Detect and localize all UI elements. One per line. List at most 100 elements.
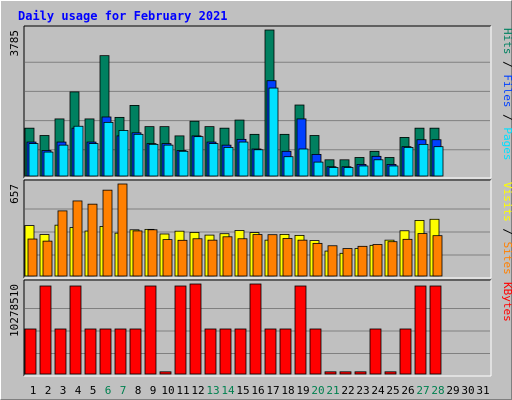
bar-kbytes-day-16 [249, 283, 262, 375]
bar-kbytes-day-21 [324, 371, 337, 375]
bar-kbytes-day-3 [54, 328, 67, 375]
bar-pages-day-3 [58, 144, 69, 177]
x-label-day-17: 17 [266, 384, 279, 397]
legend-item: / [501, 108, 512, 128]
bar-kbytes-day-13 [204, 328, 217, 375]
x-label-day-25: 25 [386, 384, 399, 397]
bar-kbytes-day-23 [354, 371, 367, 375]
bar-pages-day-11 [178, 150, 189, 177]
x-label-day-10: 10 [161, 384, 174, 397]
bar-pages-day-1 [28, 143, 39, 177]
bar-sites-day-2 [42, 240, 53, 277]
x-label-day-18: 18 [281, 384, 294, 397]
bar-pages-day-18 [283, 156, 294, 177]
chart-title: Daily usage for February 2021 [18, 9, 228, 23]
bar-pages-day-10 [163, 144, 174, 177]
bar-kbytes-day-24 [369, 328, 382, 375]
bar-kbytes-day-10 [159, 371, 172, 375]
bar-pages-day-2 [43, 151, 54, 177]
bar-pages-day-19 [298, 148, 309, 177]
x-label-day-7: 7 [120, 384, 127, 397]
x-label-day-2: 2 [45, 384, 52, 397]
axis-max-label-hits: 3785 [8, 30, 21, 57]
bar-pages-day-23 [358, 165, 369, 177]
bar-kbytes-day-11 [174, 285, 187, 375]
x-label-day-27: 27 [416, 384, 429, 397]
bar-sites-day-12 [192, 238, 203, 277]
bar-pages-day-22 [343, 167, 354, 177]
x-label-day-5: 5 [90, 384, 97, 397]
bar-sites-day-16 [252, 234, 263, 277]
bar-sites-day-6 [102, 189, 113, 277]
bar-pages-day-8 [133, 133, 144, 177]
bar-pages-day-15 [238, 141, 249, 177]
x-label-day-20: 20 [311, 384, 324, 397]
bar-pages-day-25 [388, 165, 399, 177]
bar-pages-day-4 [73, 125, 84, 177]
bar-pages-day-28 [433, 146, 444, 177]
bar-pages-day-17 [268, 87, 279, 177]
bar-kbytes-day-12 [189, 283, 202, 375]
x-label-day-24: 24 [371, 384, 385, 397]
legend-item: Visits [501, 182, 512, 222]
bar-pages-day-7 [118, 130, 129, 177]
bar-sites-day-23 [357, 245, 368, 277]
bar-kbytes-day-1 [24, 328, 37, 375]
x-label-day-19: 19 [296, 384, 309, 397]
legend-hits: Hits / Files / Pages [501, 28, 512, 161]
axis-max-label-visits: 657 [8, 184, 21, 204]
bar-sites-day-10 [162, 239, 173, 277]
bar-sites-day-27 [417, 233, 428, 277]
bar-sites-day-17 [267, 234, 278, 277]
bar-pages-day-24 [373, 159, 384, 177]
bar-kbytes-day-4 [69, 285, 82, 375]
x-label-day-13: 13 [206, 384, 219, 397]
x-label-day-12: 12 [191, 384, 204, 397]
bar-sites-day-1 [27, 238, 38, 277]
x-label-day-16: 16 [251, 384, 264, 397]
x-label-day-6: 6 [105, 384, 112, 397]
bar-pages-day-9 [148, 143, 159, 177]
x-label-day-31: 31 [476, 384, 489, 397]
x-label-day-28: 28 [431, 384, 444, 397]
bar-sites-day-19 [297, 239, 308, 277]
bar-kbytes-day-5 [84, 328, 97, 375]
bar-sites-day-9 [147, 229, 158, 277]
bar-kbytes-day-7 [114, 328, 127, 375]
bar-sites-day-14 [222, 236, 233, 277]
legend-item: Hits [501, 28, 512, 55]
bar-kbytes-day-17 [264, 328, 277, 375]
x-label-day-22: 22 [341, 384, 354, 397]
bar-kbytes-day-26 [399, 328, 412, 375]
x-label-day-8: 8 [135, 384, 142, 397]
x-label-day-4: 4 [75, 384, 82, 397]
panel-visits: 657 Visits / Sites [8, 179, 512, 279]
legend-kbytes: KBytes [501, 282, 512, 322]
bar-kbytes-day-19 [294, 285, 307, 375]
bar-sites-day-7 [117, 183, 128, 277]
bar-kbytes-day-14 [219, 328, 232, 375]
bar-pages-day-26 [403, 147, 414, 177]
legend-item: Sites [501, 242, 512, 275]
bar-sites-day-21 [327, 245, 338, 277]
legend-item: Files [501, 74, 512, 107]
bar-sites-day-5 [87, 203, 98, 277]
bar-kbytes-day-8 [129, 328, 142, 375]
legend-item: / [501, 222, 512, 242]
bar-sites-day-11 [177, 239, 188, 277]
bar-pages-day-20 [313, 161, 324, 177]
bar-pages-day-5 [88, 143, 99, 177]
panel-hits: 3785 Hits / Files / Pages [8, 25, 512, 179]
x-label-day-29: 29 [446, 384, 459, 397]
bar-sites-day-20 [312, 242, 323, 277]
legend-item: KBytes [501, 282, 512, 322]
x-label-day-30: 30 [461, 384, 474, 397]
bar-sites-day-3 [57, 210, 68, 277]
bar-kbytes-day-2 [39, 285, 52, 375]
bar-kbytes-day-22 [339, 371, 352, 375]
bar-sites-day-18 [282, 238, 293, 277]
bar-kbytes-day-28 [429, 285, 442, 375]
x-label-day-21: 21 [326, 384, 339, 397]
bar-pages-day-13 [208, 143, 219, 177]
bar-kbytes-day-9 [144, 285, 157, 375]
